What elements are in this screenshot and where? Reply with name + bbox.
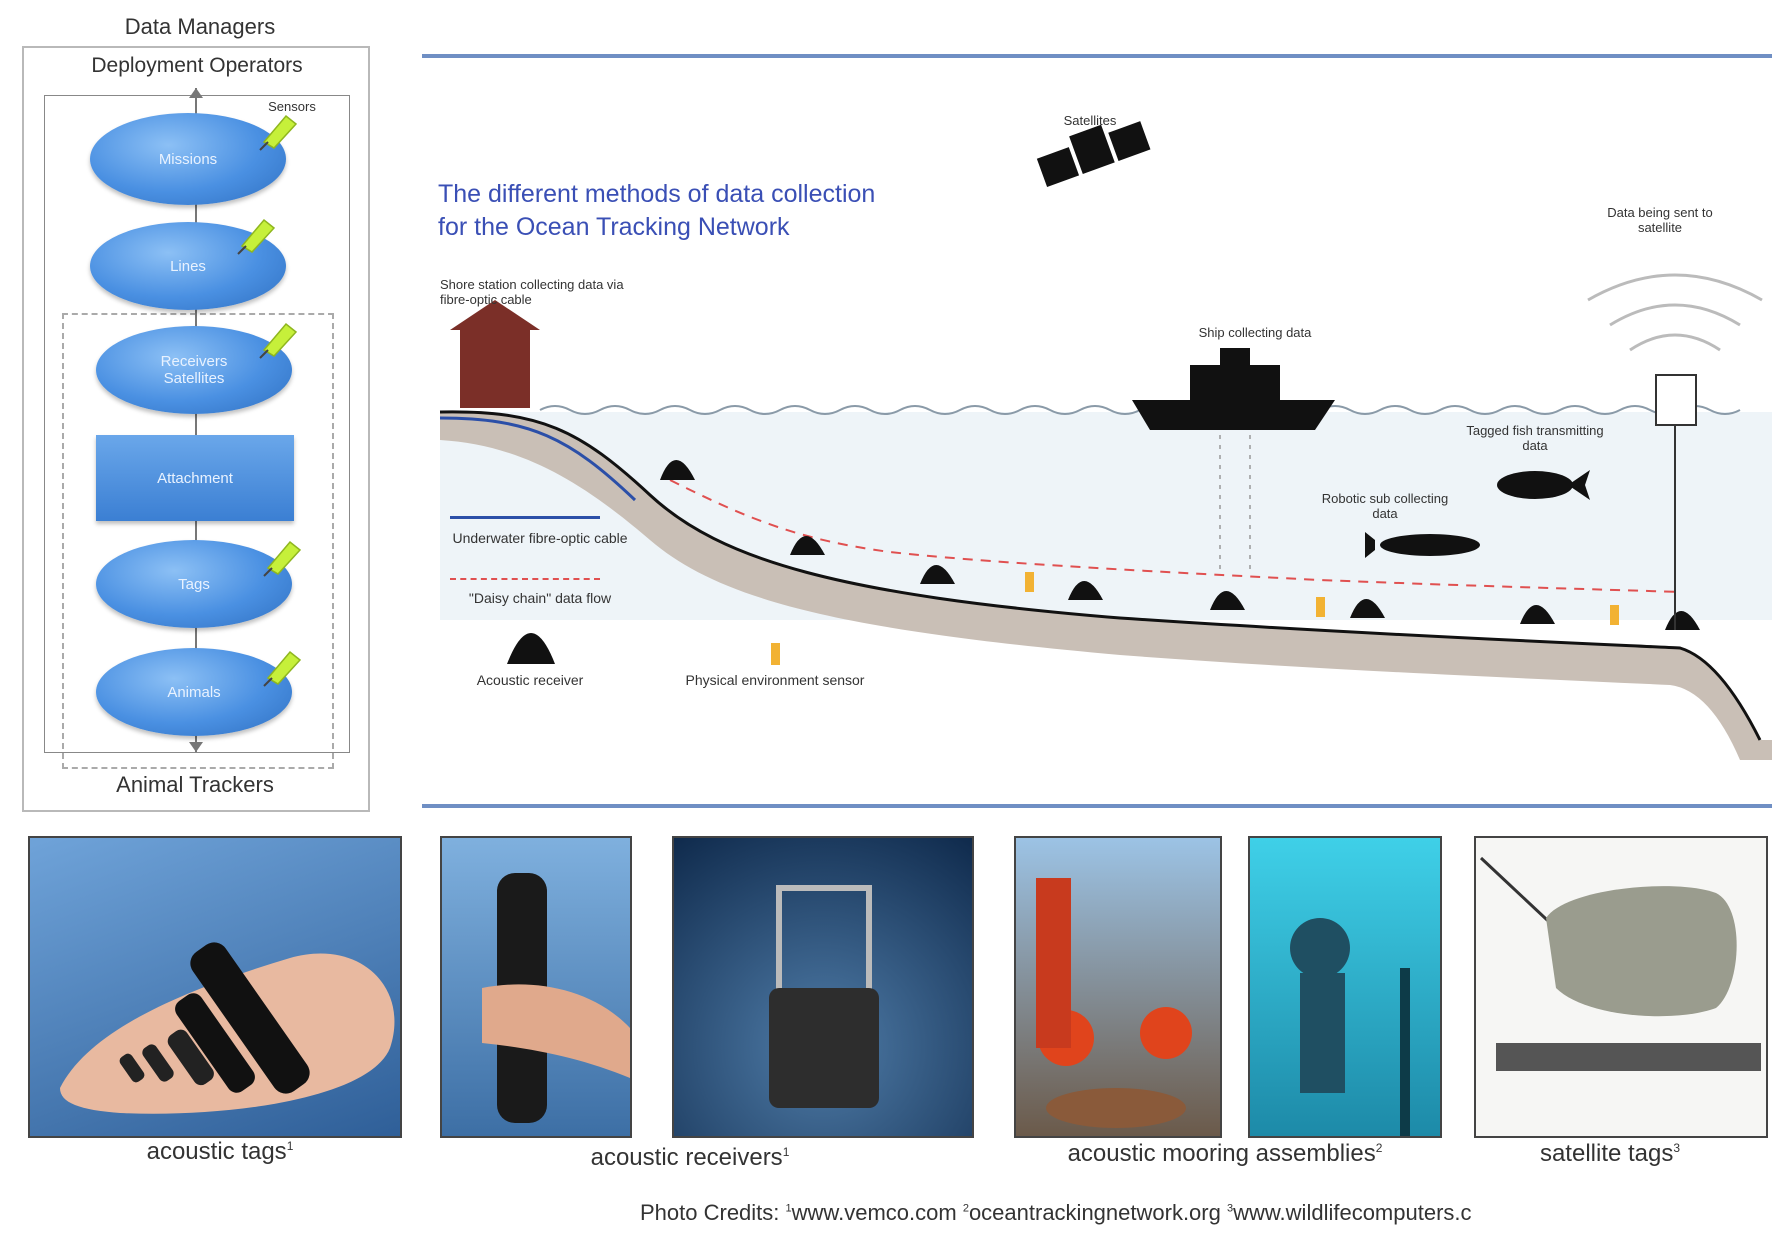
legend-cable-swatch <box>450 516 600 519</box>
flow-node-animals: Animals <box>96 648 292 736</box>
hand-tags-illustration <box>60 942 395 1114</box>
receiver-icon <box>1350 599 1385 618</box>
sensor-marker <box>1025 572 1034 592</box>
legend-sensor-icon <box>771 643 780 665</box>
receiver-unit-illustration <box>769 885 879 1108</box>
flow-node-receivers-satellites: Receivers Satellites <box>96 326 292 414</box>
credit-otn: oceantrackingnetwork.org <box>968 1200 1221 1225</box>
deployment-operators-label: Deployment Operators <box>91 54 303 77</box>
diagram-title-line1: The different methods of data collection <box>438 180 876 208</box>
satellites-label: Satellites <box>1063 113 1117 128</box>
house-icon <box>450 300 540 408</box>
photo-receiver-unit <box>672 836 974 1138</box>
sensor-marker <box>1610 605 1619 625</box>
legend-cable-label: Underwater fibre-optic cable <box>452 530 628 546</box>
photo-receiver-hand <box>440 836 632 1138</box>
diagram-title-line2: for the Ocean Tracking Network <box>438 212 790 241</box>
sensor-icon <box>259 114 298 151</box>
satellite-tag-illustration <box>1479 856 1761 1071</box>
caption-acoustic-receivers: acoustic receivers1 <box>590 1144 790 1171</box>
diver-illustration <box>1290 918 1410 1136</box>
legend-receiver-icon <box>507 633 555 664</box>
bottom-divider <box>422 804 1772 808</box>
photo-satellite-tag <box>1474 836 1768 1138</box>
robotic-sub-label: Robotic sub collecting data <box>1321 491 1449 521</box>
ship-label: Ship collecting data <box>1198 325 1312 340</box>
sub-icon <box>1365 532 1480 558</box>
sensor-marker <box>1316 597 1325 617</box>
sensor-icon <box>237 218 276 255</box>
animal-trackers-label: Animal Trackers <box>116 772 274 797</box>
receiver-icon <box>1210 591 1245 610</box>
credit-vemco: www.vemco.com <box>791 1200 957 1225</box>
daisy-chain-line <box>669 479 1681 593</box>
legend-receiver-label: Acoustic receiver <box>476 672 584 688</box>
receiver-hand-illustration <box>482 873 630 1123</box>
credits-prefix: Photo Credits: <box>640 1200 786 1225</box>
photo-acoustic-tags <box>28 836 402 1138</box>
legend-sensor-label: Physical environment sensor <box>685 672 865 688</box>
satellite-icon <box>1036 121 1151 187</box>
shore-station-label: Shore station collecting data via fibre-… <box>440 277 624 307</box>
receiver-icon <box>660 460 695 480</box>
caption-acoustic-tags: acoustic tags1 <box>146 1138 294 1165</box>
flow-node-missions: Missions <box>90 113 286 205</box>
photo-credits: Photo Credits: 1www.vemco.com 2oceantrac… <box>640 1200 1472 1225</box>
receiver-icon <box>1520 605 1555 624</box>
signal-icon <box>1587 273 1763 352</box>
data-sent-label: Data being sent to satellite <box>1607 205 1713 235</box>
mooring-deck-illustration <box>1036 878 1192 1128</box>
fish-icon <box>1497 470 1590 500</box>
sensor-icon <box>263 650 302 687</box>
ocean-scene <box>439 121 1772 760</box>
credit-wildlife: www.wildlifecomputers.c <box>1233 1200 1472 1225</box>
legend-daisy-label: "Daisy chain" data flow <box>468 590 612 606</box>
ship-icon <box>1132 348 1335 430</box>
top-divider <box>422 54 1772 58</box>
flow-node-attachment: Attachment <box>96 435 294 521</box>
caption-satellite-tags: satellite tags3 <box>1539 1140 1681 1167</box>
dashed-box <box>62 313 334 769</box>
legend-daisy-swatch <box>450 578 600 580</box>
seafloor <box>440 411 1772 760</box>
photo-mooring-deck <box>1014 836 1222 1138</box>
outer-box <box>22 46 370 812</box>
receiver-icon <box>1068 581 1103 600</box>
sensors-label: Sensors <box>268 99 316 114</box>
buoy-icon <box>1655 374 1697 630</box>
sensor-icon <box>263 540 302 577</box>
tagged-fish-label: Tagged fish transmitting data <box>1466 423 1604 453</box>
receiver-icon <box>790 536 825 555</box>
receiver-icon <box>920 565 955 584</box>
caption-mooring-assemblies: acoustic mooring assemblies2 <box>1067 1140 1383 1167</box>
data-managers-label: Data Managers <box>124 14 276 39</box>
receiver-icon <box>1665 611 1700 630</box>
photo-mooring-diver <box>1248 836 1442 1138</box>
diagram-title: The different methods of data collection… <box>438 178 875 243</box>
flow-node-tags: Tags <box>96 540 292 628</box>
sensor-icon <box>259 322 298 359</box>
